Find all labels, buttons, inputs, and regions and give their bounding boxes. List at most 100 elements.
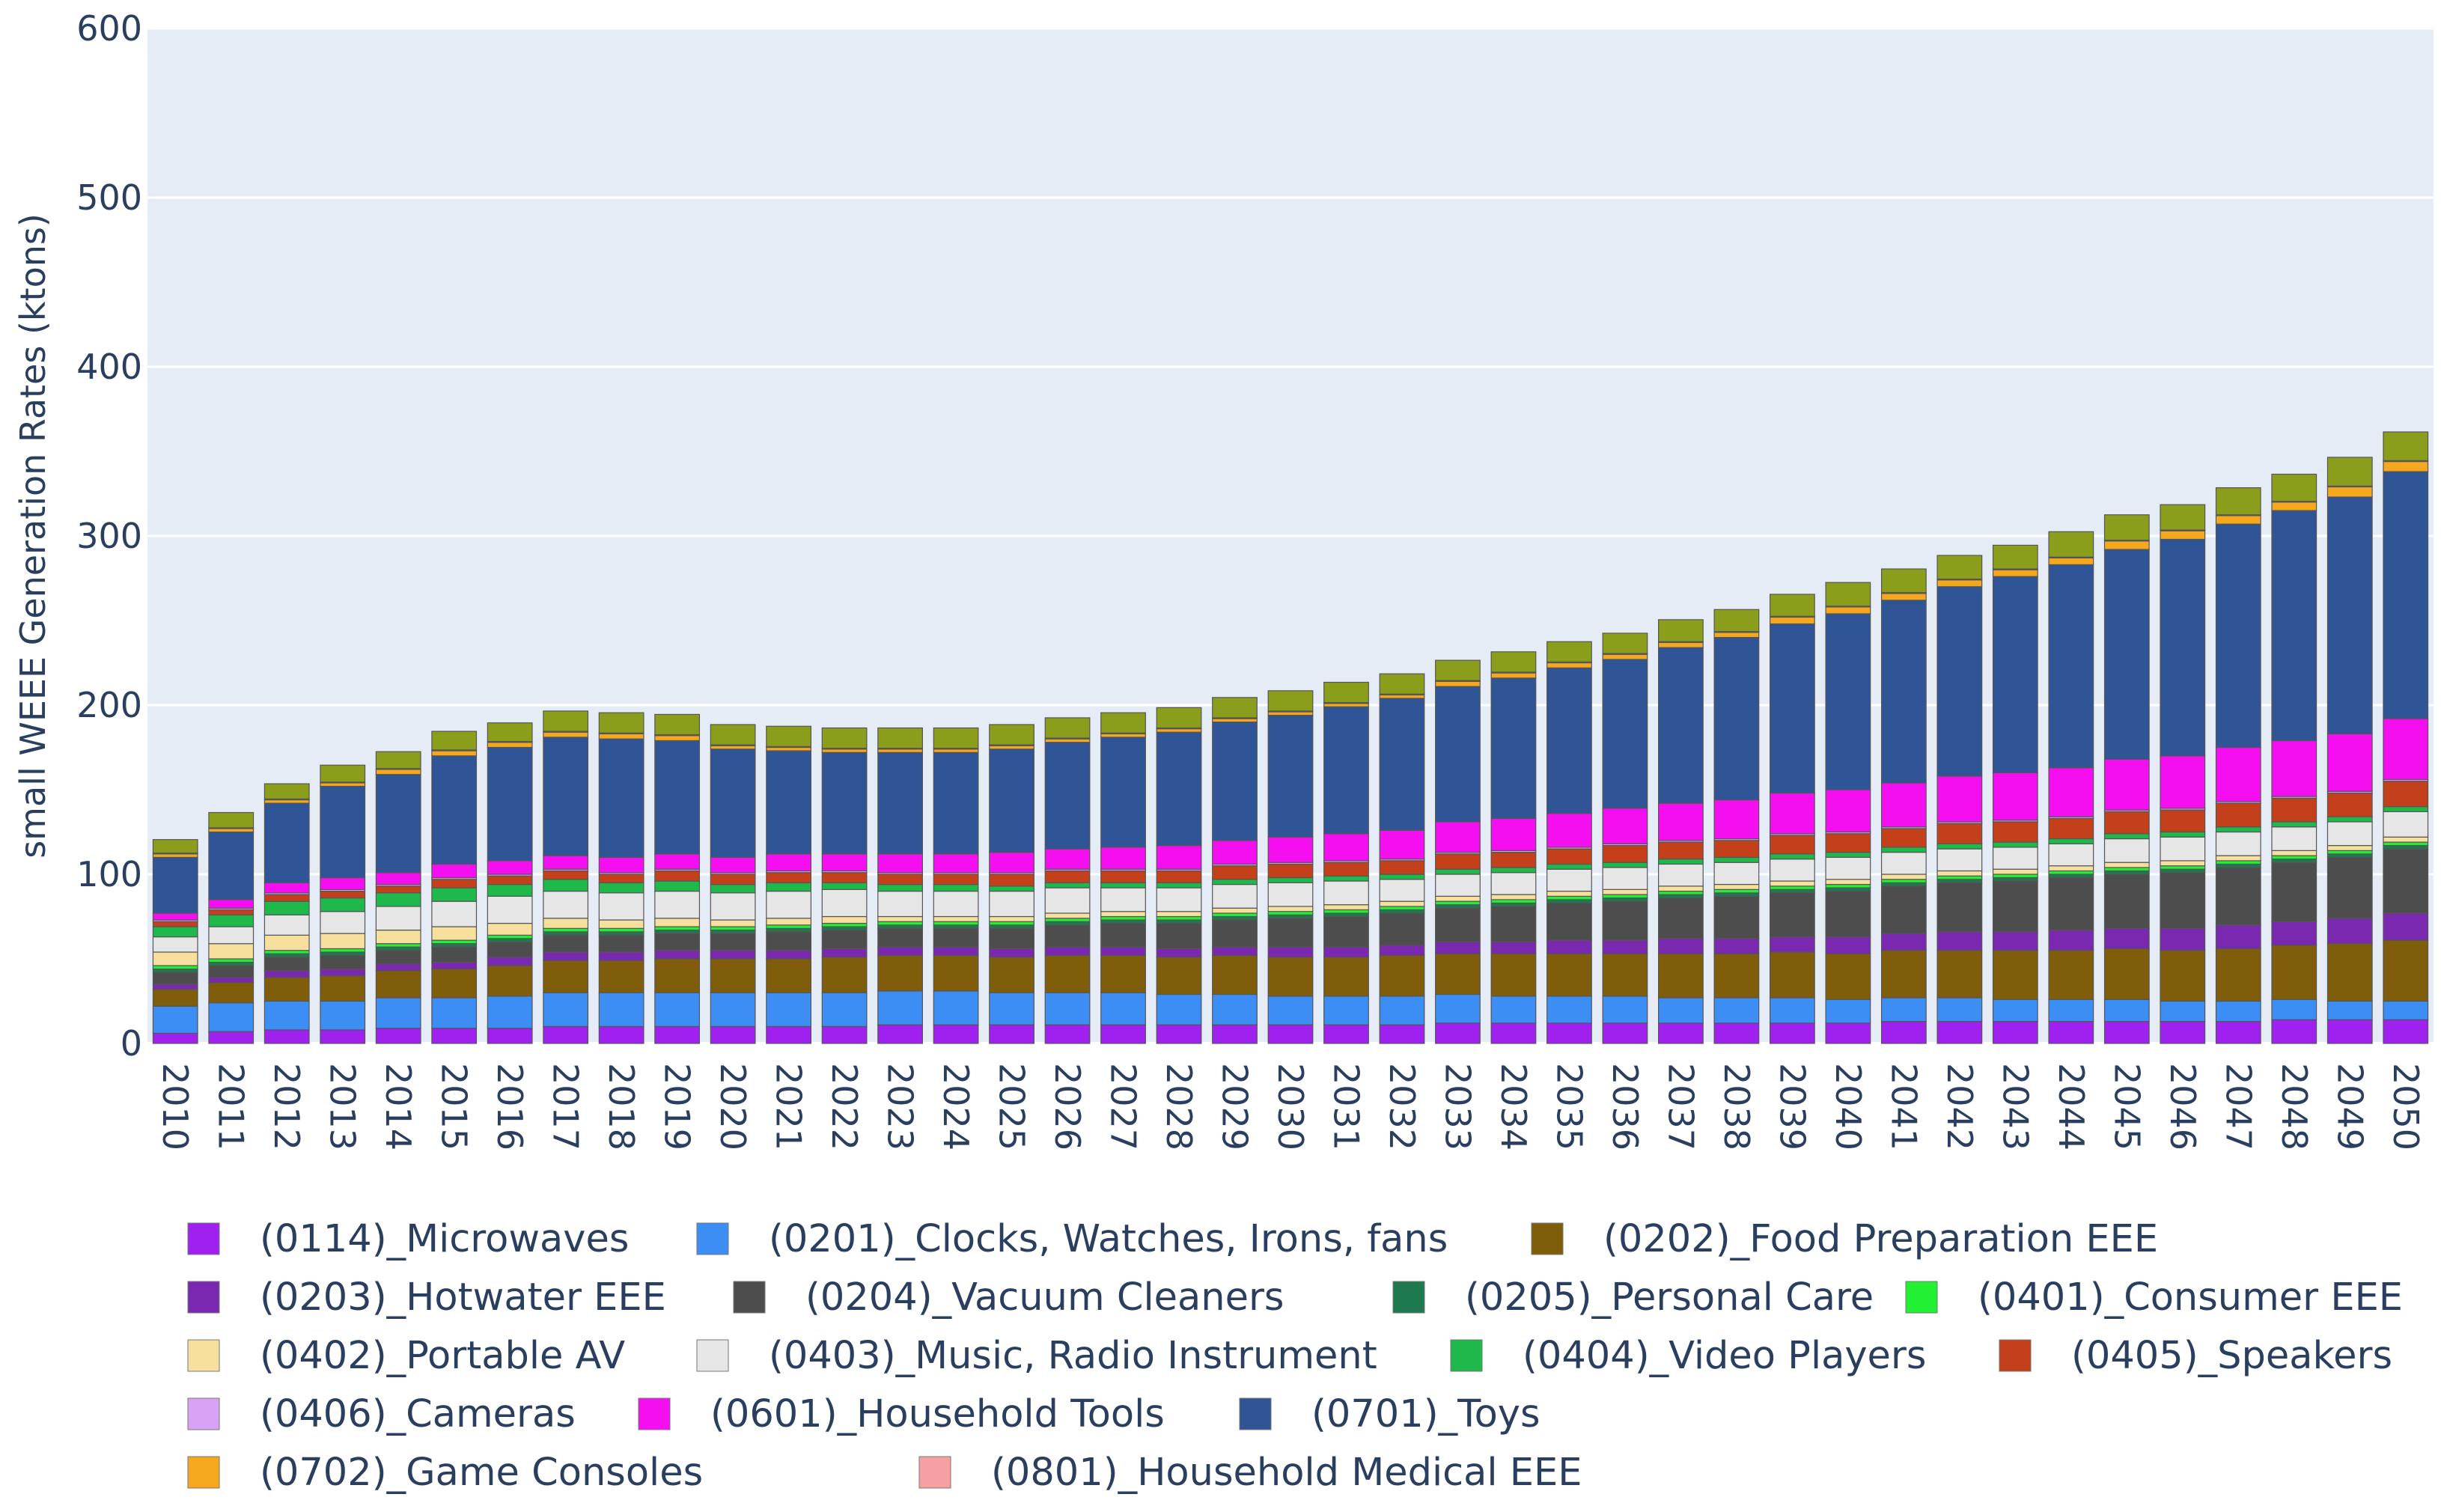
bar-segment[interactable] [598, 712, 644, 734]
bar-segment[interactable] [1880, 933, 1927, 951]
bar-segment[interactable] [1936, 586, 1983, 777]
bar-segment[interactable] [1212, 993, 1258, 1025]
bar-segment[interactable] [1769, 892, 1815, 938]
bar-segment[interactable] [710, 950, 756, 960]
bar-segment[interactable] [543, 879, 589, 892]
bar-segment[interactable] [1769, 835, 1815, 855]
bar-segment[interactable] [1156, 919, 1202, 924]
bar-segment[interactable] [1880, 885, 1927, 934]
bar-segment[interactable] [1880, 1021, 1927, 1044]
bar-segment[interactable] [1602, 862, 1648, 868]
bar-stack-2038[interactable] [1713, 609, 1760, 1044]
bar-segment[interactable] [263, 953, 310, 958]
bar-segment[interactable] [1156, 915, 1202, 921]
bar-segment[interactable] [1769, 936, 1815, 953]
bar-segment[interactable] [2160, 755, 2206, 809]
bar-segment[interactable] [1769, 951, 1815, 999]
bar-segment[interactable] [1323, 706, 1369, 835]
bar-stack-2031[interactable] [1323, 681, 1369, 1044]
bar-segment[interactable] [1490, 677, 1537, 820]
bar-segment[interactable] [2160, 831, 2206, 838]
bar-segment[interactable] [1992, 950, 2038, 1000]
bar-segment[interactable] [2326, 792, 2373, 817]
bar-segment[interactable] [1435, 821, 1481, 853]
bar-segment[interactable] [1546, 848, 1592, 865]
bar-segment[interactable] [152, 1032, 198, 1044]
bar-segment[interactable] [375, 885, 421, 894]
bar-segment[interactable] [1490, 894, 1537, 900]
bar-segment[interactable] [1044, 848, 1091, 870]
bar-segment[interactable] [654, 735, 701, 742]
bar-segment[interactable] [2271, 510, 2317, 742]
bar-segment[interactable] [933, 1024, 979, 1044]
bar-segment[interactable] [1435, 953, 1481, 996]
bar-segment[interactable] [2215, 826, 2261, 833]
bar-segment[interactable] [1880, 847, 1927, 853]
bar-segment[interactable] [1435, 993, 1481, 1024]
bar-segment[interactable] [766, 750, 812, 855]
bar-segment[interactable] [989, 992, 1034, 1025]
bar-segment[interactable] [1713, 883, 1760, 890]
bar-segment[interactable] [821, 882, 868, 890]
bar-segment[interactable] [2048, 999, 2094, 1022]
bar-segment[interactable] [1267, 836, 1314, 863]
legend-item[interactable]: (0406)_Cameras [187, 1392, 576, 1436]
bar-segment[interactable] [208, 965, 255, 978]
bar-segment[interactable] [208, 958, 255, 963]
bar-segment[interactable] [2326, 918, 2373, 945]
bar-segment[interactable] [543, 960, 589, 993]
bar-segment[interactable] [543, 934, 589, 953]
bar-segment[interactable] [1602, 659, 1648, 809]
bar-segment[interactable] [152, 853, 198, 859]
bar-stack-2016[interactable] [487, 722, 533, 1044]
bar-segment[interactable] [1212, 721, 1258, 841]
bar-segment[interactable] [263, 1029, 310, 1044]
bar-segment[interactable] [1825, 879, 1871, 885]
bar-segment[interactable] [1713, 636, 1760, 801]
bar-segment[interactable] [1992, 821, 2038, 843]
bar-segment[interactable] [1323, 880, 1369, 906]
bar-segment[interactable] [989, 924, 1034, 929]
bar-stack-2030[interactable] [1267, 690, 1314, 1044]
bar-segment[interactable] [1100, 954, 1146, 993]
bar-segment[interactable] [2160, 860, 2206, 867]
bar-segment[interactable] [320, 785, 366, 879]
bar-segment[interactable] [989, 724, 1034, 746]
bar-segment[interactable] [1936, 997, 1983, 1022]
bar-segment[interactable] [2103, 862, 2150, 868]
bar-segment[interactable] [263, 882, 310, 894]
bar-segment[interactable] [320, 897, 366, 912]
bar-segment[interactable] [2160, 927, 2206, 951]
bar-segment[interactable] [1880, 600, 1927, 784]
bar-segment[interactable] [263, 799, 310, 804]
bar-segment[interactable] [989, 885, 1034, 892]
bar-segment[interactable] [2326, 844, 2373, 851]
bar-segment[interactable] [152, 972, 198, 985]
bar-segment[interactable] [2160, 809, 2206, 833]
bar-segment[interactable] [989, 852, 1034, 874]
bar-segment[interactable] [1435, 904, 1481, 909]
bar-segment[interactable] [1936, 555, 1983, 580]
bar-segment[interactable] [1435, 853, 1481, 870]
bar-segment[interactable] [152, 912, 198, 921]
bar-segment[interactable] [1658, 802, 1704, 841]
bar-segment[interactable] [1435, 907, 1481, 942]
bar-segment[interactable] [1490, 672, 1537, 679]
bar-segment[interactable] [1769, 880, 1815, 887]
bar-segment[interactable] [2160, 865, 2206, 870]
bar-segment[interactable] [1713, 856, 1760, 863]
bar-segment[interactable] [375, 997, 421, 1029]
bar-segment[interactable] [933, 946, 979, 957]
bar-segment[interactable] [821, 727, 868, 749]
bar-stack-2027[interactable] [1100, 712, 1146, 1044]
bar-segment[interactable] [320, 782, 366, 787]
bar-segment[interactable] [766, 927, 812, 933]
bar-segment[interactable] [877, 752, 923, 855]
bar-stack-2021[interactable] [766, 725, 812, 1044]
bar-segment[interactable] [1769, 888, 1815, 894]
bar-segment[interactable] [375, 906, 421, 931]
bar-segment[interactable] [543, 710, 589, 732]
bar-segment[interactable] [933, 874, 979, 885]
bar-segment[interactable] [1323, 875, 1369, 882]
bar-segment[interactable] [933, 927, 979, 948]
